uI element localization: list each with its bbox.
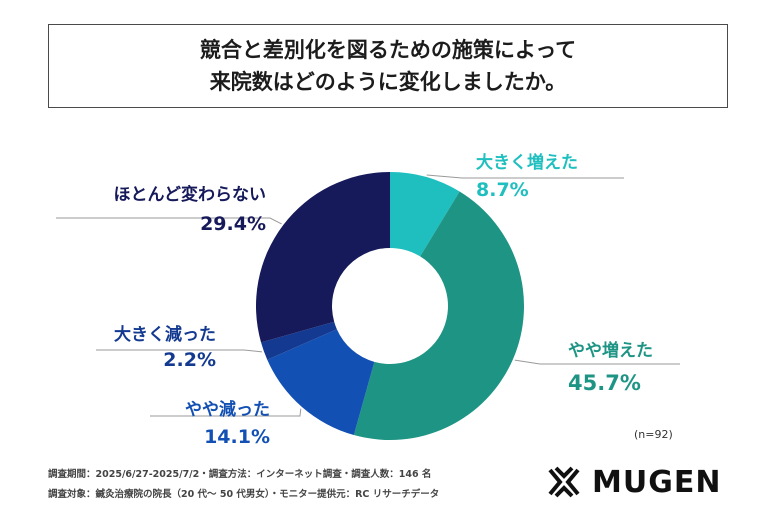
value-label: 2.2% — [163, 349, 216, 371]
label-group-4: ほとんど変わらない 29.4% — [56, 180, 267, 235]
footer-line-2: 調査対象：鍼灸治療院の院長（20 代〜 50 代男女）・モニター提供元：RC リ… — [48, 489, 440, 500]
leader-line-0 — [426, 174, 624, 179]
category-label: 大きく減った — [114, 325, 216, 345]
leader-line-3 — [96, 349, 263, 353]
mugen-logo-icon — [548, 466, 580, 498]
sample-size-note: (n=92) — [634, 428, 673, 441]
donut-slice-1 — [353, 191, 524, 440]
donut-slice-3 — [261, 321, 337, 360]
logo-text: MUGEN — [592, 464, 722, 500]
value-label: 14.1% — [204, 426, 270, 448]
value-label: 29.4% — [200, 213, 266, 235]
label-group-2: やや減った 14.1% — [150, 395, 270, 448]
category-label: やや増えた — [568, 341, 653, 361]
value-label: 45.7% — [568, 371, 641, 395]
title-line-2: 来院数はどのように変化しましたか。 — [209, 70, 567, 94]
category-label: 大きく増えた — [476, 153, 578, 173]
mugen-logo: MUGEN — [546, 464, 721, 500]
label-group-3: 大きく減った 2.2% — [96, 320, 216, 371]
title-line-1: 競合と差別化を図るための施策によって — [199, 38, 577, 62]
leader-line-1 — [514, 359, 680, 365]
donut-slice-0 — [390, 172, 460, 257]
label-group-1: やや増えた 45.7% — [568, 336, 653, 395]
donut-slice-4 — [256, 172, 390, 343]
leader-line-4 — [56, 217, 282, 225]
value-label: 8.7% — [476, 179, 529, 201]
footer-line-1: 調査期間：2025/6/27-2025/7/2・調査方法：インターネット調査・調… — [48, 469, 432, 480]
category-label: やや減った — [185, 400, 270, 420]
leader-line-2 — [150, 408, 302, 417]
label-group-0: 大きく増えた 8.7% — [476, 148, 578, 201]
title-box: 競合と差別化を図るための施策によって 来院数はどのように変化しましたか。 — [48, 24, 728, 108]
category-label: ほとんど変わらない — [113, 185, 267, 205]
donut-slice-2 — [267, 329, 375, 436]
